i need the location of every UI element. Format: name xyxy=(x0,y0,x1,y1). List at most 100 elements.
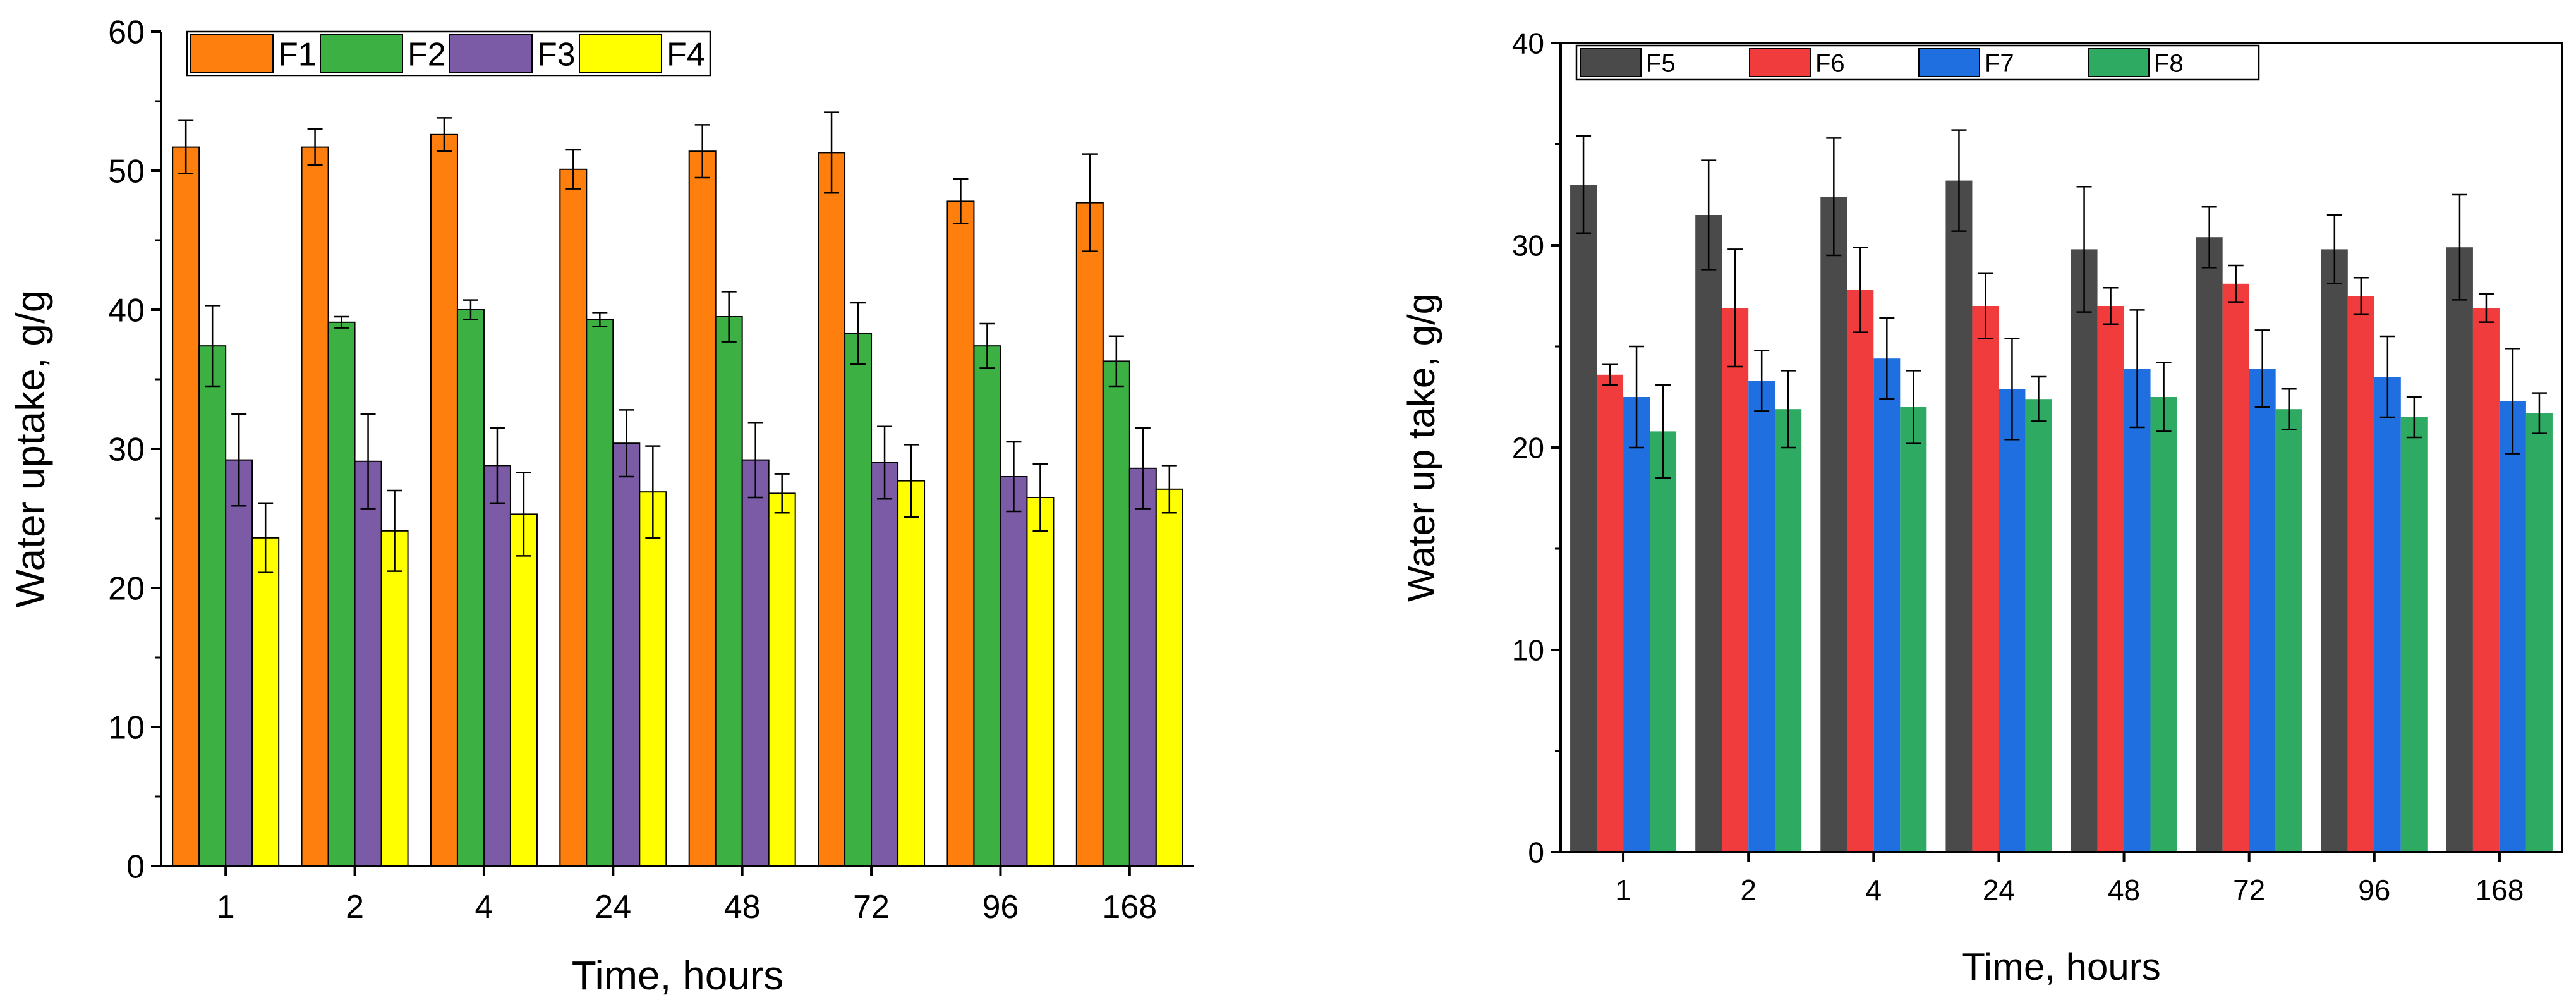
x-tick-labels-right: 1 2 4 24 48 72 96 168 xyxy=(1615,874,2524,906)
error-bar-f4-168 xyxy=(1161,465,1177,514)
bar-f6-168 xyxy=(2472,308,2500,852)
legend-item-f1: F1 xyxy=(190,34,317,73)
legend-label-f6: F6 xyxy=(1815,49,1845,77)
bar-f8-2 xyxy=(1775,409,1802,852)
axes-left xyxy=(151,30,1194,876)
error-bar-f8-24 xyxy=(2031,375,2047,422)
error-bar-f1-48 xyxy=(694,124,710,179)
bar-f2-96 xyxy=(973,345,1001,867)
bar-f4-24 xyxy=(639,491,667,867)
x-tick-label: 48 xyxy=(724,889,761,925)
bar-f4-72 xyxy=(897,480,926,867)
bar-f8-72 xyxy=(2275,409,2302,852)
y-tick-labels-right: 0 10 20 30 40 xyxy=(1512,27,1544,869)
error-bar-f7-4 xyxy=(1879,317,1895,400)
error-bar-f1-168 xyxy=(1082,153,1098,252)
error-bar-f4-4 xyxy=(516,472,531,557)
error-bar-f7-96 xyxy=(2379,335,2395,418)
error-bar-f8-4 xyxy=(1906,370,1921,444)
legend-label-f1: F1 xyxy=(278,37,317,73)
error-bar-f2-48 xyxy=(721,291,737,343)
error-bar-f7-168 xyxy=(2505,347,2520,455)
bar-f2-24 xyxy=(586,319,614,867)
legend-item-f6: F6 xyxy=(1749,48,1845,77)
x-tick-label: 168 xyxy=(1102,889,1157,925)
bar-f8-4 xyxy=(1900,407,1927,852)
x-axis-label-left: Time, hours xyxy=(572,953,784,998)
bar-f6-72 xyxy=(2222,283,2249,852)
bar-f5-168 xyxy=(2446,247,2473,852)
bar-f3-48 xyxy=(741,459,770,867)
legend-label-f4: F4 xyxy=(667,37,705,73)
error-bar-f7-48 xyxy=(2129,309,2145,429)
error-bars-left xyxy=(178,111,1177,574)
bar-f6-4 xyxy=(1847,290,1874,852)
error-bar-f5-72 xyxy=(2201,205,2217,269)
legend-swatch-f8 xyxy=(2088,48,2150,77)
error-bar-f8-96 xyxy=(2406,396,2422,439)
y-tick-label: 30 xyxy=(108,432,145,468)
error-bar-f2-72 xyxy=(850,302,866,365)
bar-f7-48 xyxy=(2124,369,2151,852)
bar-f5-48 xyxy=(2071,249,2098,852)
legend-swatch-f5 xyxy=(1580,48,1642,77)
error-bar-f5-1 xyxy=(1576,135,1592,235)
bar-f7-4 xyxy=(1873,358,1901,852)
x-tick-label: 168 xyxy=(2476,874,2524,906)
bar-f3-96 xyxy=(1000,476,1028,867)
x-tick-label: 96 xyxy=(2358,874,2390,906)
error-bar-f2-24 xyxy=(592,312,608,327)
bar-f4-2 xyxy=(380,530,409,867)
y-axis-label-right: Water up take, g/g xyxy=(1400,293,1442,602)
y-axis-label-left: Water uptake, g/g xyxy=(8,290,53,608)
bar-f2-72 xyxy=(844,333,873,867)
error-bar-f3-2 xyxy=(360,413,376,510)
bar-f2-1 xyxy=(198,345,227,867)
bar-f4-4 xyxy=(509,513,538,867)
y-tick-label: 20 xyxy=(1512,432,1544,465)
error-bar-f2-168 xyxy=(1108,335,1124,388)
x-tick-label: 1 xyxy=(217,889,235,925)
legend-left: F1 F2 F3 F4 xyxy=(186,30,711,77)
bar-f1-24 xyxy=(559,168,588,867)
bar-f7-168 xyxy=(2499,401,2526,852)
y-tick-label: 20 xyxy=(108,571,145,607)
error-bar-f1-72 xyxy=(824,111,840,194)
x-tick-label: 1 xyxy=(1615,874,1631,906)
error-bar-f6-1 xyxy=(1602,363,1618,386)
bar-f3-4 xyxy=(483,465,511,867)
y-tick-label: 50 xyxy=(108,154,145,190)
bar-f4-48 xyxy=(768,492,796,867)
error-bar-f8-48 xyxy=(2156,362,2172,432)
y-tick-label: 40 xyxy=(1512,27,1544,60)
legend-swatch-f2 xyxy=(320,34,403,73)
bar-f5-1 xyxy=(1570,185,1597,852)
x-tick-label: 96 xyxy=(983,889,1019,925)
error-bar-f3-48 xyxy=(747,421,763,499)
legend-item-f5: F5 xyxy=(1580,48,1676,77)
legend-item-f2: F2 xyxy=(320,34,446,73)
error-bar-f8-1 xyxy=(1655,384,1671,479)
bar-f6-96 xyxy=(2347,296,2374,852)
bar-f7-2 xyxy=(1748,381,1775,852)
bar-f2-4 xyxy=(456,309,485,867)
x-tick-label: 2 xyxy=(346,889,364,925)
y-tick-label: 0 xyxy=(126,849,145,886)
error-bar-f8-2 xyxy=(1781,370,1796,449)
bar-f5-4 xyxy=(1820,197,1847,853)
bar-f6-1 xyxy=(1597,374,1624,852)
error-bar-f5-48 xyxy=(2076,185,2092,313)
error-bar-f7-24 xyxy=(2004,337,2020,441)
bar-f4-1 xyxy=(251,537,280,867)
bar-f1-96 xyxy=(946,200,975,867)
error-bar-f2-1 xyxy=(205,305,221,388)
error-bar-f3-24 xyxy=(619,409,634,478)
bar-f6-24 xyxy=(1972,306,1999,852)
bar-f6-48 xyxy=(2097,306,2124,852)
legend-swatch-f7 xyxy=(1918,48,1980,77)
bar-f7-96 xyxy=(2374,377,2401,852)
legend-right: F5 F6 F7 F8 xyxy=(1575,44,2260,81)
bar-f8-24 xyxy=(2025,399,2052,852)
